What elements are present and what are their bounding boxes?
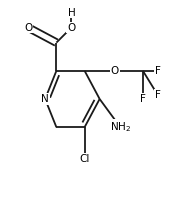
Text: O: O bbox=[24, 23, 32, 32]
Text: NH$_2$: NH$_2$ bbox=[110, 120, 131, 134]
Text: F: F bbox=[155, 66, 161, 76]
Text: N: N bbox=[41, 94, 49, 104]
Text: O: O bbox=[67, 23, 76, 32]
Text: F: F bbox=[140, 94, 146, 104]
Text: F: F bbox=[155, 90, 161, 100]
Text: Cl: Cl bbox=[79, 154, 90, 164]
Text: H: H bbox=[67, 8, 75, 17]
Text: O: O bbox=[111, 66, 119, 76]
